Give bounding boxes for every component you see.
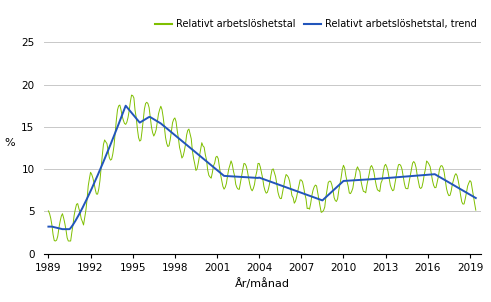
X-axis label: År/månad: År/månad — [235, 278, 290, 289]
Y-axis label: %: % — [5, 138, 15, 148]
Legend: Relativt arbetslöshetstal, Relativt arbetslöshetstal, trend: Relativt arbetslöshetstal, Relativt arbe… — [151, 15, 481, 33]
